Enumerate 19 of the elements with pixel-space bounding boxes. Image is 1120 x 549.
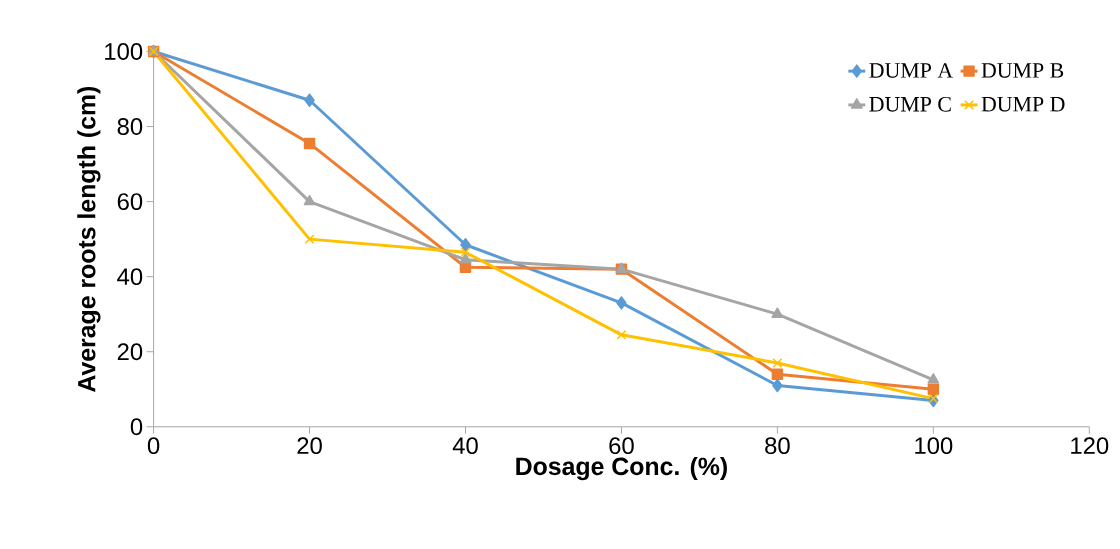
x-tick-label: 100 — [915, 437, 953, 455]
x-tick-label: 0 — [147, 437, 160, 455]
x-tick-label: 40 — [452, 437, 478, 455]
x-tick-label: 60 — [609, 437, 634, 455]
y-tick-label: 0 — [130, 418, 143, 436]
x-tick-label: 120 — [1071, 437, 1109, 455]
y-tick-label: 80 — [117, 118, 143, 136]
legend-label: DUMP A — [869, 63, 953, 79]
y-tick-label: 100 — [105, 43, 143, 61]
y-tick-label: 40 — [117, 268, 143, 286]
y-axis-title: Average roots length (cm) — [77, 87, 101, 393]
legend-label: DUMP C — [869, 97, 951, 112]
legend-label: DUMP D — [981, 97, 1065, 112]
y-tick-label: 60 — [117, 193, 143, 211]
x-axis-title: Dosage Conc. (%) — [516, 457, 727, 481]
x-tick-label: 80 — [765, 437, 790, 455]
y-tick-label: 20 — [117, 343, 143, 361]
legend-label: DUMP B — [981, 63, 1064, 78]
x-tick-label: 20 — [297, 437, 322, 455]
